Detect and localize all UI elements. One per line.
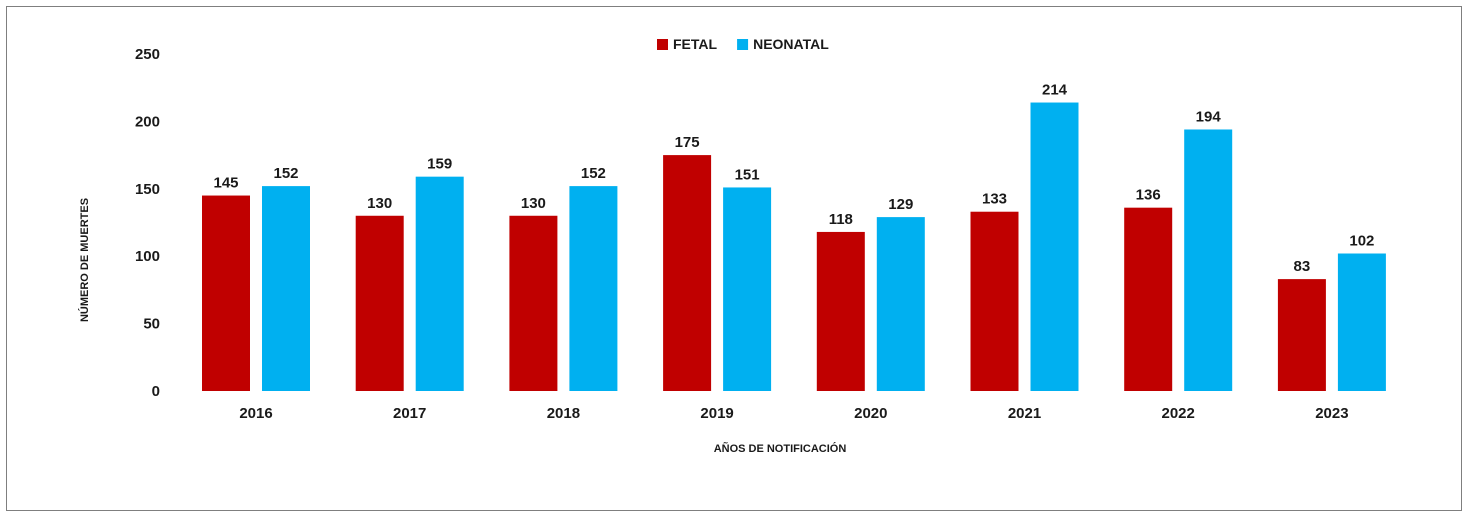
legend-swatch-neonatal [737,39,749,50]
data-label: 129 [888,196,913,213]
data-label: 194 [1196,108,1222,125]
data-label: 152 [273,165,298,182]
legend-label-neonatal: NEONATAL [753,36,829,52]
legend-label-fetal: FETAL [673,36,718,52]
x-axis: 2016 2017 2018 2019 2020 2021 2022 2023 [239,405,1348,422]
y-tick-label: 50 [143,316,160,333]
data-label: 152 [581,165,606,182]
data-label: 136 [1136,187,1161,204]
legend: FETAL NEONATAL [657,36,829,52]
bar-neonatal-2018 [569,186,618,391]
bar-fetal-2019 [663,155,712,391]
bar-neonatal-2022 [1184,129,1233,391]
legend-swatch-fetal [657,39,668,50]
bar-fetal-2021 [970,211,1019,391]
bar-fetal-2016 [202,195,250,391]
x-tick-label: 2017 [393,405,426,422]
y-tick-label: 0 [152,383,160,400]
x-tick-label: 2021 [1008,405,1041,422]
data-label: 130 [367,195,392,212]
data-label: 214 [1042,82,1068,99]
y-axis: 0 50 100 150 200 250 [135,46,160,400]
data-label: 159 [427,156,452,173]
x-tick-label: 2018 [547,405,580,422]
x-tick-label: 2022 [1162,405,1195,422]
bar-fetal-2018 [509,215,558,391]
bar-neonatal-2023 [1337,253,1386,391]
y-tick-label: 150 [135,181,160,198]
bar-neonatal-2016 [262,186,310,391]
bar-fetal-2022 [1124,207,1173,391]
y-tick-label: 250 [135,46,160,63]
bar-fetal-2023 [1277,279,1326,391]
bar-neonatal-2017 [415,176,464,391]
bars: 145 152 130 159 130 152 175 151 118 129 133 214 136 1… [202,82,1386,391]
y-axis-label: NÚMERO DE MUERTES [78,198,91,322]
bar-fetal-2020 [816,231,865,391]
bar-neonatal-2021 [1030,102,1079,391]
data-label: 102 [1349,233,1374,250]
data-label: 175 [675,134,700,151]
bar-fetal-2017 [355,215,404,391]
bar-neonatal-2019 [723,187,772,391]
y-tick-label: 100 [135,248,160,265]
data-label: 133 [982,191,1007,208]
x-tick-label: 2019 [700,405,733,422]
x-tick-label: 2016 [239,405,272,422]
x-axis-label: AÑOS DE NOTIFICACIÓN [714,442,847,455]
y-tick-label: 200 [135,113,160,130]
data-label: 130 [521,195,546,212]
x-tick-label: 2020 [854,405,887,422]
bar-neonatal-2020 [876,217,925,391]
x-tick-label: 2023 [1315,405,1348,422]
data-label: 145 [213,175,238,192]
data-label: 118 [829,211,853,228]
data-label: 83 [1294,258,1311,275]
data-label: 151 [735,166,760,183]
